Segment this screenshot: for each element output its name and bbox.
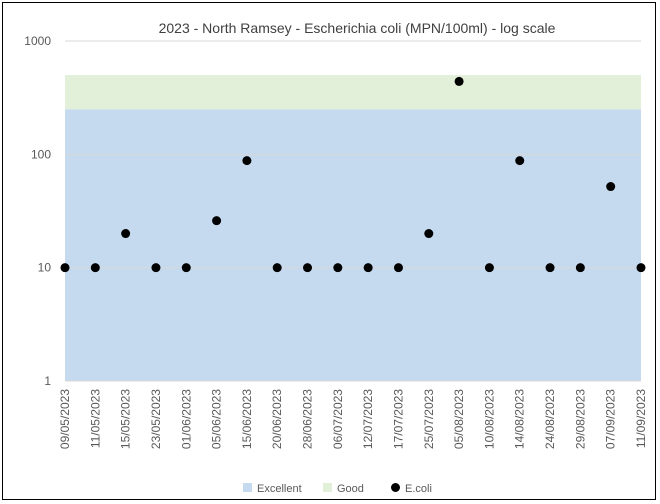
data-point bbox=[454, 76, 464, 86]
data-point bbox=[333, 263, 343, 273]
x-tick-label: 28/06/2023 bbox=[301, 389, 315, 449]
x-tick-label: 07/09/2023 bbox=[604, 389, 618, 449]
data-point bbox=[545, 263, 555, 273]
legend-label: Excellent bbox=[257, 483, 302, 495]
data-point bbox=[272, 263, 282, 273]
data-point bbox=[575, 263, 585, 273]
legend-label: E.coli bbox=[405, 483, 432, 495]
gridlines bbox=[65, 40, 641, 382]
band-good bbox=[65, 75, 641, 110]
chart-title: 2023 - North Ramsey - Escherichia coli (… bbox=[159, 20, 556, 36]
data-point bbox=[484, 263, 494, 273]
y-tick-label: 10 bbox=[38, 261, 52, 275]
data-point bbox=[242, 156, 252, 166]
y-axis-ticks: 1 10 100 1000 bbox=[24, 34, 51, 388]
data-point bbox=[393, 263, 403, 273]
x-tick-label: 11/05/2023 bbox=[88, 389, 102, 448]
data-point bbox=[303, 263, 313, 273]
data-point bbox=[606, 182, 616, 192]
x-tick-label: 15/06/2023 bbox=[240, 389, 254, 449]
x-tick-label: 10/08/2023 bbox=[482, 389, 496, 449]
legend-swatch-good bbox=[323, 483, 332, 492]
x-tick-label: 25/07/2023 bbox=[422, 389, 436, 449]
ecoli-points bbox=[60, 76, 646, 273]
x-tick-label: 11/09/2023 bbox=[634, 389, 648, 448]
x-tick-label: 24/08/2023 bbox=[543, 389, 557, 449]
y-tick-label: 1000 bbox=[24, 34, 51, 48]
x-tick-label: 09/05/2023 bbox=[58, 389, 72, 449]
data-point bbox=[181, 263, 191, 273]
data-point bbox=[424, 229, 434, 239]
x-tick-label: 12/07/2023 bbox=[361, 389, 375, 449]
x-tick-label: 01/06/2023 bbox=[179, 389, 193, 449]
x-tick-label: 06/07/2023 bbox=[331, 389, 345, 449]
y-tick-label: 100 bbox=[31, 147, 51, 161]
data-point bbox=[151, 263, 161, 273]
band-excellent bbox=[65, 109, 641, 382]
x-tick-label: 23/05/2023 bbox=[149, 389, 163, 449]
x-tick-label: 20/06/2023 bbox=[270, 389, 284, 449]
x-axis-ticks: 09/05/2023 11/05/2023 15/05/2023 23/05/2023… bbox=[58, 389, 648, 449]
legend-label: Good bbox=[337, 483, 364, 495]
data-point bbox=[212, 216, 222, 226]
data-point bbox=[60, 263, 70, 273]
x-tick-label: 05/08/2023 bbox=[452, 389, 466, 449]
x-tick-label: 05/06/2023 bbox=[210, 389, 224, 449]
data-point bbox=[90, 263, 100, 273]
legend-swatch-excellent bbox=[243, 483, 252, 492]
chart-frame: 2023 - North Ramsey - Escherichia coli (… bbox=[2, 2, 656, 500]
data-point bbox=[121, 229, 131, 239]
threshold-bands bbox=[65, 75, 641, 382]
legend-swatch-ecoli bbox=[391, 483, 400, 492]
x-tick-label: 29/08/2023 bbox=[573, 389, 587, 449]
data-point bbox=[363, 263, 373, 273]
data-point bbox=[636, 263, 646, 273]
y-tick-label: 1 bbox=[44, 374, 51, 388]
x-tick-label: 17/07/2023 bbox=[391, 389, 405, 449]
x-tick-label: 15/05/2023 bbox=[119, 389, 133, 449]
x-tick-label: 14/08/2023 bbox=[513, 389, 527, 449]
data-point bbox=[515, 156, 525, 166]
legend: Excellent Good E.coli bbox=[243, 483, 432, 495]
ecoli-chart: 2023 - North Ramsey - Escherichia coli (… bbox=[24, 20, 648, 495]
